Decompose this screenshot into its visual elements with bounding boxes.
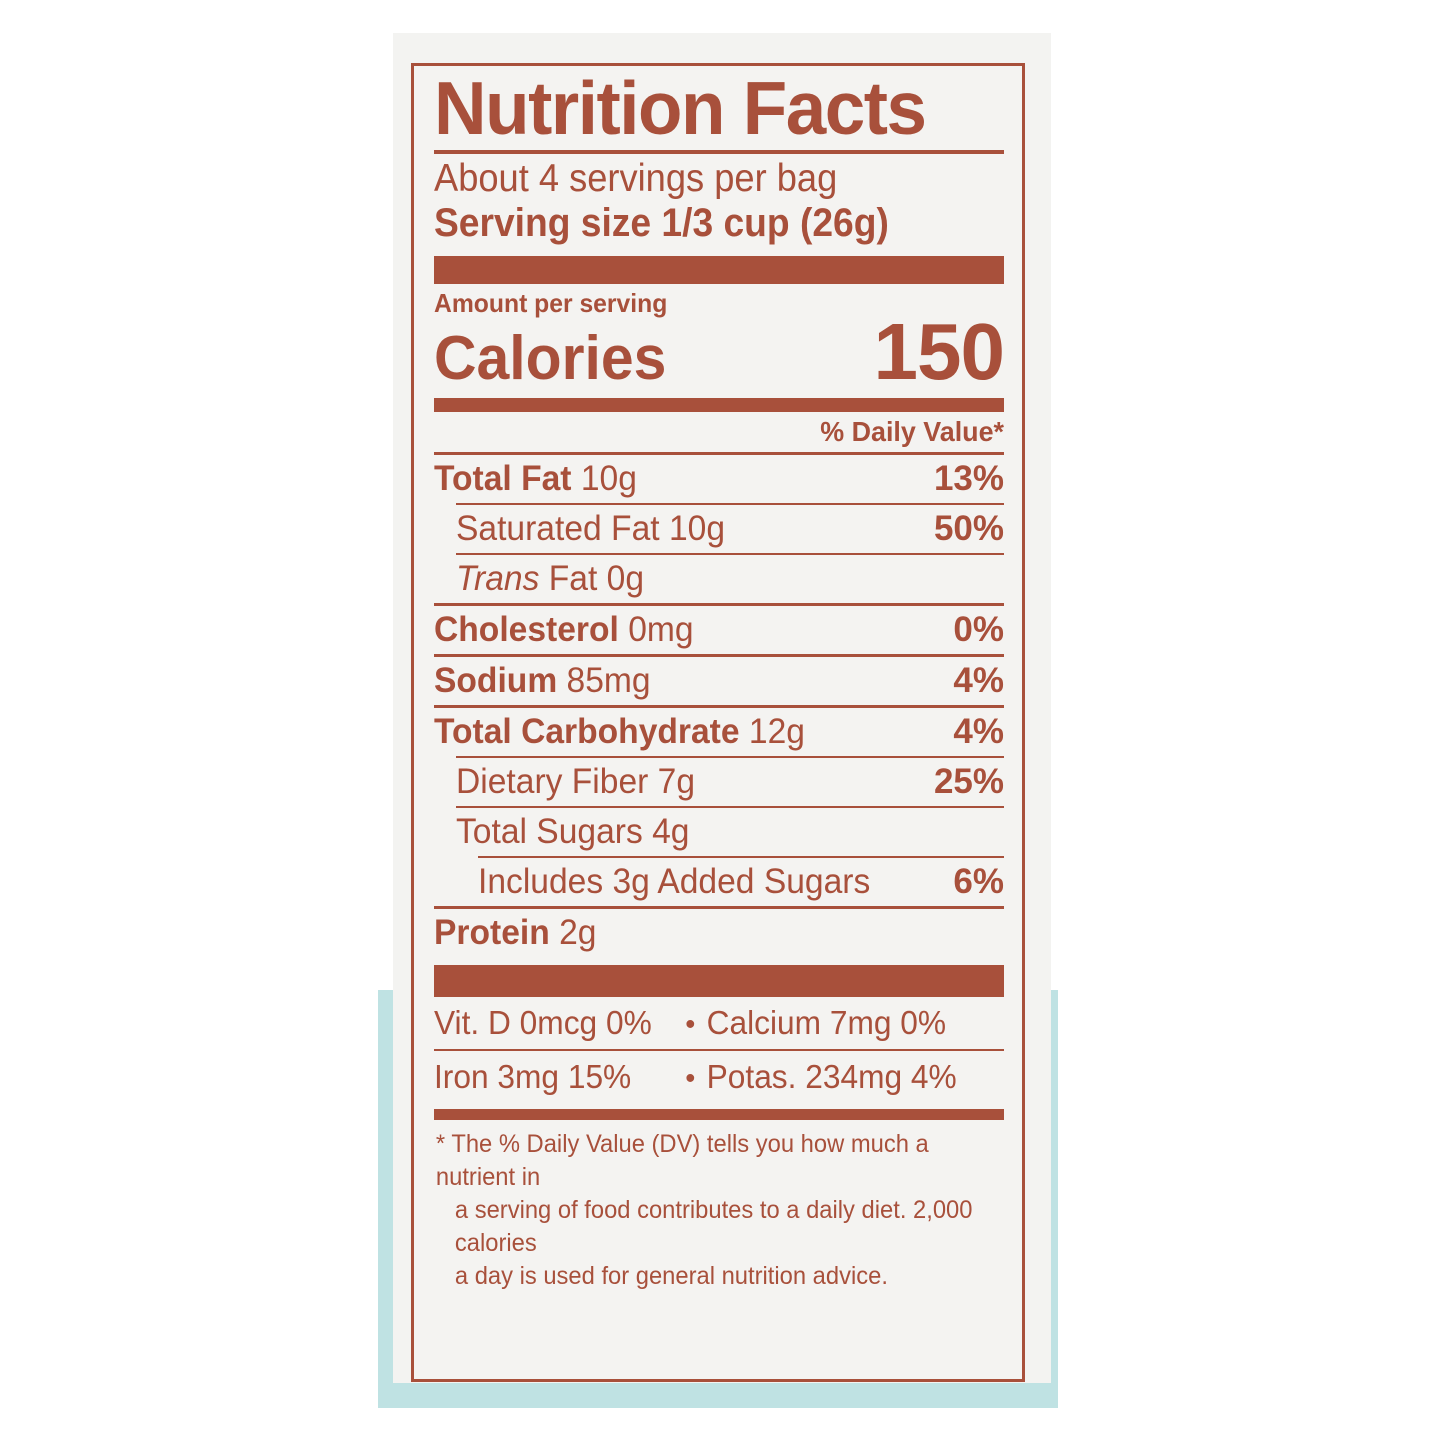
table-row-cholesterol: Cholesterol 0mg 0% — [434, 606, 1004, 654]
bullet-separator-icon: • — [685, 1007, 696, 1041]
title-underline — [434, 149, 1004, 154]
rule-above-total-sugars — [456, 805, 1004, 808]
rule-between-micronutrients — [434, 1048, 1004, 1051]
table-row-dietary-fiber: Dietary Fiber 7g 25% — [434, 758, 1004, 806]
calories-value: 150 — [873, 306, 1005, 396]
row-label: Total Fat 10g — [434, 458, 637, 498]
row-label: Protein 2g — [434, 912, 597, 952]
row-dv: 0% — [953, 609, 1004, 649]
calories-divider-bar — [434, 397, 1004, 412]
potassium-value: Potas. 234mg 4% — [706, 1057, 957, 1095]
row-label: Includes 3g Added Sugars — [478, 861, 871, 901]
bullet-separator-icon: • — [685, 1061, 696, 1095]
iron-value: Iron 3mg 15% — [434, 1057, 632, 1095]
protein-divider-bar — [434, 964, 1004, 997]
header-divider-bar — [434, 255, 1004, 284]
calories-label: Calories — [434, 323, 667, 393]
row-label: Dietary Fiber 7g — [456, 761, 696, 801]
nutrition-facts-box: Nutrition Facts About 4 servings per bag… — [411, 63, 1025, 1382]
calcium-value: Calcium 7mg 0% — [706, 1003, 947, 1041]
footnote-line-2: a serving of food contributes to a daily… — [454, 1195, 973, 1257]
servings-per-container: About 4 servings per bag — [434, 156, 838, 200]
footnote-star: * — [435, 1129, 446, 1158]
calories-row: Calories 150 — [434, 306, 1005, 396]
row-label: Trans Fat 0g — [456, 558, 645, 598]
row-dv: 50% — [933, 508, 1004, 548]
table-row-added-sugars: Includes 3g Added Sugars 6% — [434, 858, 1004, 906]
rule-above-added-sugars — [478, 855, 1004, 858]
table-row-saturated-fat: Saturated Fat 10g 50% — [434, 505, 1004, 553]
table-row-vitamin-d-calcium: Vit. D 0mcg 0% • Calcium 7mg 0% — [434, 997, 981, 1049]
daily-value-header: % Daily Value* — [820, 415, 1004, 447]
rule-above-saturated-fat — [456, 502, 1004, 505]
row-label: Total Sugars 4g — [456, 811, 690, 851]
row-dv: 13% — [933, 458, 1004, 498]
table-row-total-carbohydrate: Total Carbohydrate 12g 4% — [434, 708, 1004, 756]
rule-above-protein — [434, 905, 1004, 909]
nutrition-facts-inner: Nutrition Facts About 4 servings per bag… — [434, 66, 1005, 1379]
footnote-divider-bar — [434, 1108, 1004, 1120]
row-label: Saturated Fat 10g — [456, 508, 726, 548]
row-dv: 4% — [953, 711, 1004, 751]
table-row-total-sugars: Total Sugars 4g — [434, 808, 1004, 856]
row-label: Total Carbohydrate 12g — [434, 711, 805, 751]
vitamin-d-value: Vit. D 0mcg 0% — [434, 1003, 652, 1041]
rule-above-dietary-fiber — [456, 755, 1004, 758]
table-row-total-fat: Total Fat 10g 13% — [434, 455, 1004, 503]
amount-per-serving-label: Amount per serving — [434, 287, 668, 318]
rule-above-total-carbohydrate — [434, 704, 1004, 708]
table-row-iron-potassium: Iron 3mg 15% • Potas. 234mg 4% — [434, 1051, 981, 1103]
rule-above-sodium — [434, 653, 1004, 657]
row-dv: 4% — [953, 660, 1004, 700]
rule-above-total-fat — [434, 451, 1004, 455]
table-row-sodium: Sodium 85mg 4% — [434, 657, 1004, 705]
nutrition-facts-title: Nutrition Facts — [434, 66, 927, 150]
footnote-line-3: a day is used for general nutrition advi… — [454, 1261, 888, 1290]
daily-value-footnote: * The % Daily Value (DV) tells you how m… — [434, 1128, 976, 1293]
row-label: Sodium 85mg — [434, 660, 651, 700]
row-dv: 6% — [953, 861, 1004, 901]
footnote-line-1: The % Daily Value (DV) tells you how muc… — [435, 1129, 929, 1191]
rule-above-cholesterol — [434, 602, 1004, 606]
table-row-trans-fat: Trans Fat 0g — [434, 555, 1004, 603]
serving-size: Serving size 1/3 cup (26g) — [434, 201, 889, 246]
row-dv: 25% — [933, 761, 1004, 801]
table-row-protein: Protein 2g — [434, 909, 1004, 957]
rule-above-trans-fat — [456, 552, 1004, 555]
row-label: Cholesterol 0mg — [434, 609, 694, 649]
